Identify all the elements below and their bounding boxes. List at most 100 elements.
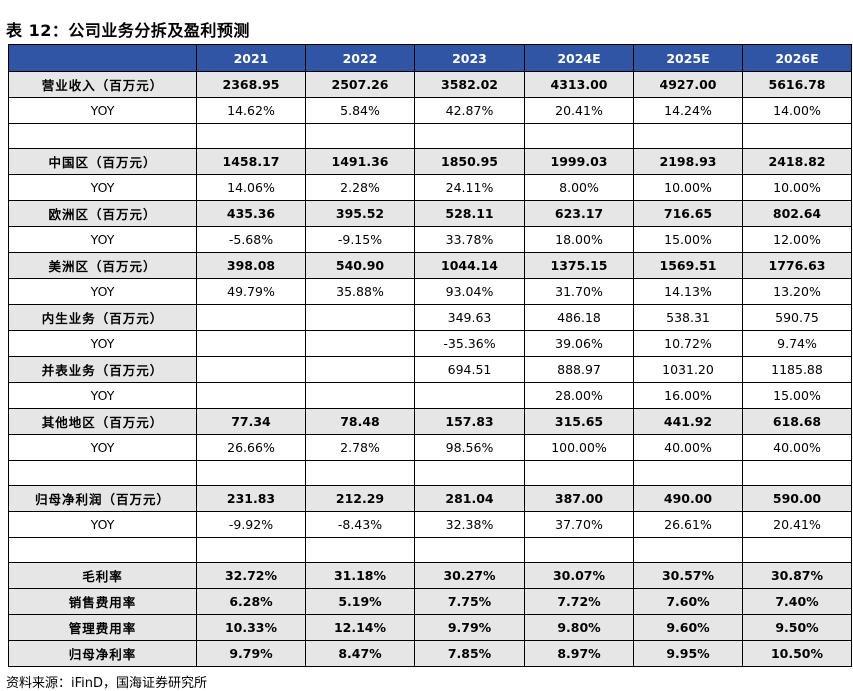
value-cell: 9.80%	[524, 614, 634, 641]
value-cell: 9.95%	[633, 640, 743, 667]
value-cell	[414, 382, 525, 409]
value-cell: 20.41%	[742, 511, 852, 538]
value-cell: 387.00	[524, 485, 634, 512]
value-cell: 398.08	[196, 252, 306, 279]
value-cell: 15.00%	[742, 382, 852, 409]
value-cell: 7.40%	[742, 588, 852, 615]
row-label: 营业收入（百万元）	[8, 71, 197, 98]
value-cell: 31.18%	[305, 562, 415, 589]
value-cell	[196, 356, 306, 383]
value-cell: 31.70%	[524, 278, 634, 305]
value-cell: 98.56%	[414, 434, 525, 461]
value-cell: 5616.78	[742, 71, 852, 98]
value-cell: 1458.17	[196, 148, 306, 175]
row-label: 归母净利率	[8, 640, 197, 667]
value-cell: 2.78%	[305, 434, 415, 461]
value-cell	[414, 537, 525, 563]
value-cell: 12.14%	[305, 614, 415, 641]
value-cell: 435.36	[196, 200, 306, 227]
value-cell: 802.64	[742, 200, 852, 227]
value-cell: 1999.03	[524, 148, 634, 175]
value-cell: 4313.00	[524, 71, 634, 98]
header-cell	[8, 44, 197, 72]
header-row: 2021 2022 2023 2024E 2025E 2026E	[8, 44, 852, 72]
table-row: YOY -35.36% 39.06% 10.72% 9.74%	[8, 330, 852, 357]
blank-row	[8, 537, 852, 563]
value-cell: 281.04	[414, 485, 525, 512]
row-label	[8, 460, 197, 486]
value-cell: 24.11%	[414, 174, 525, 201]
value-cell: 1031.20	[633, 356, 743, 383]
row-label: YOY	[8, 278, 197, 305]
value-cell	[633, 537, 743, 563]
row-label: 毛利率	[8, 562, 197, 589]
value-cell: 395.52	[305, 200, 415, 227]
table-row: 美洲区（百万元） 398.08 540.90 1044.14 1375.15 1569.5…	[8, 252, 852, 279]
value-cell: 100.00%	[524, 434, 634, 461]
value-cell: 1375.15	[524, 252, 634, 279]
value-cell: 42.87%	[414, 97, 525, 124]
value-cell: 4927.00	[633, 71, 743, 98]
value-cell: 349.63	[414, 304, 525, 331]
value-cell: 12.00%	[742, 226, 852, 253]
value-cell: 540.90	[305, 252, 415, 279]
value-cell: -9.92%	[196, 511, 306, 538]
row-label	[8, 537, 197, 563]
value-cell	[742, 123, 852, 149]
value-cell: 888.97	[524, 356, 634, 383]
value-cell	[196, 123, 306, 149]
row-label: YOY	[8, 511, 197, 538]
table-row: YOY 26.66% 2.78% 98.56% 100.00% 40.00% 40.00%	[8, 434, 852, 461]
row-label: YOY	[8, 97, 197, 124]
value-cell: 1491.36	[305, 148, 415, 175]
value-cell: 2418.82	[742, 148, 852, 175]
value-cell	[305, 537, 415, 563]
value-cell: 30.07%	[524, 562, 634, 589]
value-cell: 14.62%	[196, 97, 306, 124]
value-cell: 35.88%	[305, 278, 415, 305]
value-cell: 9.60%	[633, 614, 743, 641]
row-label: 并表业务（百万元）	[8, 356, 197, 383]
value-cell: 9.74%	[742, 330, 852, 357]
row-label: 其他地区（百万元）	[8, 408, 197, 435]
value-cell: 441.92	[633, 408, 743, 435]
value-cell: 623.17	[524, 200, 634, 227]
row-label: 销售费用率	[8, 588, 197, 615]
value-cell: 13.20%	[742, 278, 852, 305]
value-cell	[196, 304, 306, 331]
value-cell: 1569.51	[633, 252, 743, 279]
value-cell	[305, 123, 415, 149]
value-cell: 8.97%	[524, 640, 634, 667]
value-cell: 7.60%	[633, 588, 743, 615]
value-cell: 157.83	[414, 408, 525, 435]
value-cell: 9.79%	[196, 640, 306, 667]
value-cell: 2368.95	[196, 71, 306, 98]
value-cell: 1776.63	[742, 252, 852, 279]
row-label: 内生业务（百万元）	[8, 304, 197, 331]
value-cell	[524, 460, 634, 486]
value-cell: 486.18	[524, 304, 634, 331]
row-label: 管理费用率	[8, 614, 197, 641]
row-label: YOY	[8, 382, 197, 409]
table-row: YOY 14.62% 5.84% 42.87% 20.41% 14.24% 14.00%	[8, 97, 852, 124]
value-cell: 10.00%	[633, 174, 743, 201]
value-cell: 33.78%	[414, 226, 525, 253]
table-row: 营业收入（百万元） 2368.95 2507.26 3582.02 4313.00 492…	[8, 71, 852, 98]
blank-row	[8, 460, 852, 486]
value-cell: 1850.95	[414, 148, 525, 175]
value-cell	[196, 537, 306, 563]
value-cell: 10.50%	[742, 640, 852, 667]
value-cell: 14.00%	[742, 97, 852, 124]
value-cell: 30.27%	[414, 562, 525, 589]
value-cell	[414, 123, 525, 149]
value-cell: 10.33%	[196, 614, 306, 641]
table-row: 销售费用率 6.28% 5.19% 7.75% 7.72% 7.60% 7.40%	[8, 588, 852, 615]
value-cell: 28.00%	[524, 382, 634, 409]
value-cell: 26.61%	[633, 511, 743, 538]
value-cell	[196, 460, 306, 486]
value-cell: 9.79%	[414, 614, 525, 641]
row-label	[8, 123, 197, 149]
row-label: 美洲区（百万元）	[8, 252, 197, 279]
value-cell: 7.72%	[524, 588, 634, 615]
value-cell	[196, 382, 306, 409]
